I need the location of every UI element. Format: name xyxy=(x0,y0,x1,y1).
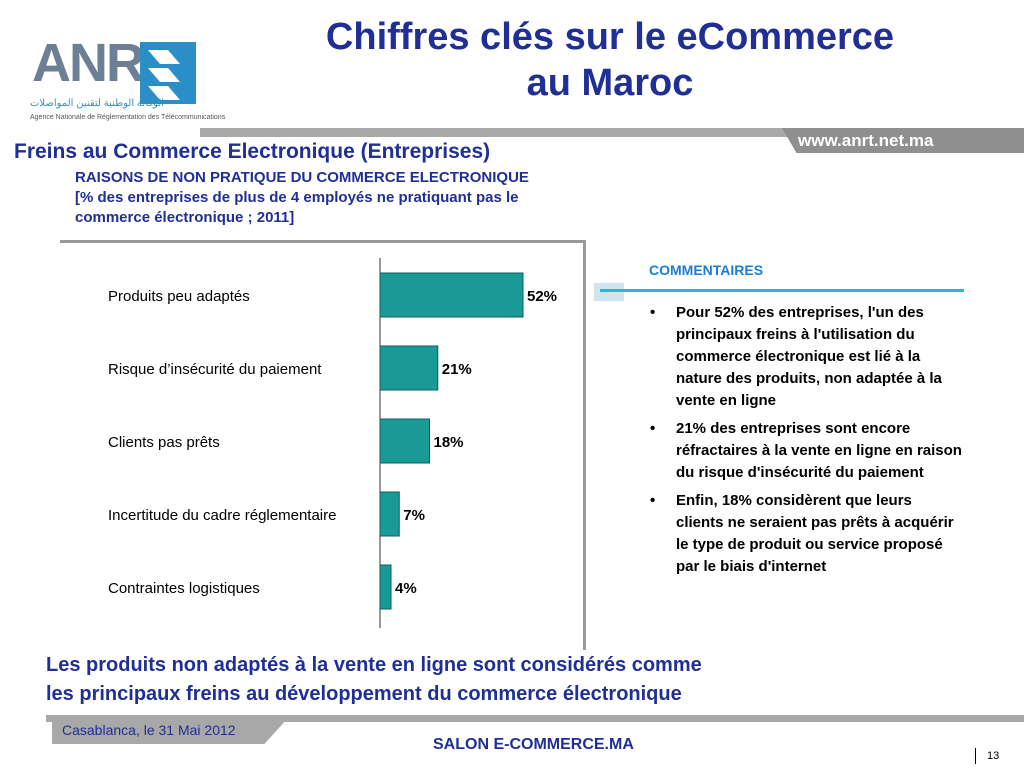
conclusion-text: Les produits non adaptés à la vente en l… xyxy=(46,651,946,709)
conclusion-line-1: Les produits non adaptés à la vente en l… xyxy=(46,654,702,676)
comments-title: COMMENTAIRES xyxy=(649,262,764,278)
bullet-icon: • xyxy=(650,492,656,509)
footer-divider xyxy=(46,715,1024,722)
footer-date: Casablanca, le 31 Mai 2012 xyxy=(62,722,236,738)
category-label: Produits peu adaptés xyxy=(108,288,250,305)
comments-marker xyxy=(594,283,624,301)
chart-heading-line-1: RAISONS DE NON PRATIQUE DU COMMERCE ELEC… xyxy=(75,169,529,186)
footer-date-tab xyxy=(52,718,288,744)
data-label: 7% xyxy=(403,507,425,524)
comment-text: Pour 52% des entreprises, l'un des princ… xyxy=(676,304,942,409)
chart-heading-line-3: commerce électronique ; 2011] xyxy=(75,209,295,226)
category-label: Risque d’insécurité du paiement xyxy=(108,361,322,378)
page-title: Chiffres clés sur le eCommerce au Maroc xyxy=(222,14,998,106)
comment-item: • Enfin, 18% considèrent que leurs client… xyxy=(650,490,962,578)
logo-arabic-text: الوكالة الوطنية لتقنين المواصلات xyxy=(30,98,165,109)
bar xyxy=(379,272,524,318)
data-label: 18% xyxy=(434,434,464,451)
bar xyxy=(379,418,430,464)
section-title: Freins au Commerce Electronique (Entrepr… xyxy=(14,140,491,163)
bullet-icon: • xyxy=(650,420,656,437)
logo-arrows-icon xyxy=(140,42,196,104)
conclusion-line-2: les principaux freins au développement d… xyxy=(46,683,682,705)
category-label: Contraintes logistiques xyxy=(108,580,260,597)
comments-list: • Pour 52% des entreprises, l'un des prin… xyxy=(650,302,962,584)
chart-frame-top xyxy=(60,240,586,243)
comment-item: • 21% des entreprises sont encore réfract… xyxy=(650,418,962,484)
bar xyxy=(379,491,400,537)
title-line-1: Chiffres clés sur le eCommerce xyxy=(325,16,895,58)
data-label: 52% xyxy=(527,288,557,305)
data-label: 4% xyxy=(395,580,417,597)
url-tab xyxy=(782,128,1024,153)
header-divider xyxy=(200,128,1024,137)
category-label: Incertitude du cadre réglementaire xyxy=(108,507,336,524)
comments-underline xyxy=(600,289,964,292)
bar-chart: Produits peu adaptés 52% Risque d’insécuri… xyxy=(108,258,557,628)
chart-heading-line-2: [% des entreprises de plus de 4 employés… xyxy=(75,189,519,206)
anrt-logo: ANRT الوكالة الوطنية لتقنين المواصلات Ag… xyxy=(12,22,225,130)
title-line-2: au Maroc xyxy=(526,62,694,104)
footer-event-name: SALON E-COMMERCE.MA xyxy=(433,736,634,753)
comment-text: 21% des entreprises sont encore réfracta… xyxy=(676,420,962,481)
category-label: Clients pas prêts xyxy=(108,434,220,451)
comment-item: • Pour 52% des entreprises, l'un des prin… xyxy=(650,302,962,412)
chart-heading: RAISONS DE NON PRATIQUE DU COMMERCE ELEC… xyxy=(75,168,655,228)
bar xyxy=(379,564,392,610)
bullet-icon: • xyxy=(650,304,656,321)
comment-text: Enfin, 18% considèrent que leurs clients… xyxy=(676,492,954,575)
data-label: 21% xyxy=(442,361,472,378)
page-number: 13 xyxy=(987,750,1000,762)
logo-subtitle: Agence Nationale de Réglementation des T… xyxy=(30,114,226,121)
bar xyxy=(379,345,439,391)
chart-frame-right xyxy=(583,240,586,650)
page-number-separator xyxy=(975,748,976,764)
website-url[interactable]: www.anrt.net.ma xyxy=(798,131,934,150)
